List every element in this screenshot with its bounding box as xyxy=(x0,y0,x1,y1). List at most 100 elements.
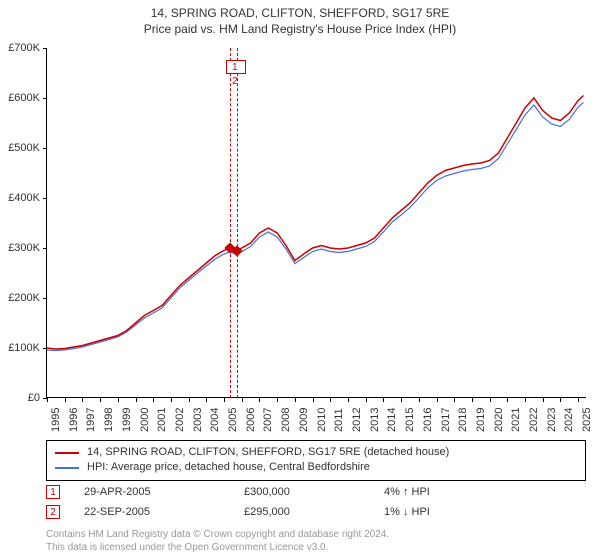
xtick-mark xyxy=(136,398,137,402)
sale-row: 129-APR-2005£300,0004% ↑ HPI xyxy=(46,482,586,502)
ytick-label: £500K xyxy=(0,142,40,154)
ytick-mark xyxy=(43,348,47,349)
xtick-mark xyxy=(348,398,349,402)
xtick-label: 2020 xyxy=(493,408,505,432)
xtick-mark xyxy=(472,398,473,402)
ytick-label: £200K xyxy=(0,292,40,304)
xtick-mark xyxy=(189,398,190,402)
sale-row-price: £295,000 xyxy=(244,506,384,518)
xtick-label: 2006 xyxy=(245,408,257,432)
ytick-mark xyxy=(43,248,47,249)
ytick-mark xyxy=(43,98,47,99)
xtick-label: 2001 xyxy=(156,408,168,432)
sale-marker-vline xyxy=(237,48,238,398)
xtick-label: 2002 xyxy=(174,408,186,432)
xtick-label: 2003 xyxy=(192,408,204,432)
footer-line1: Contains HM Land Registry data © Crown c… xyxy=(46,528,586,541)
footer-line2: This data is licensed under the Open Gov… xyxy=(46,541,586,554)
legend: 14, SPRING ROAD, CLIFTON, SHEFFORD, SG17… xyxy=(46,440,586,481)
xtick-label: 2004 xyxy=(209,408,221,432)
legend-label: 14, SPRING ROAD, CLIFTON, SHEFFORD, SG17… xyxy=(87,445,449,460)
chart-title: 14, SPRING ROAD, CLIFTON, SHEFFORD, SG17… xyxy=(0,0,600,36)
series-line xyxy=(47,96,584,350)
xtick-label: 1999 xyxy=(121,408,133,432)
sale-row-delta: 1% ↓ HPI xyxy=(384,506,586,518)
xtick-label: 2010 xyxy=(316,408,328,432)
line-series-svg xyxy=(47,48,587,398)
ytick-label: £600K xyxy=(0,92,40,104)
xtick-mark xyxy=(100,398,101,402)
xtick-label: 2013 xyxy=(369,408,381,432)
sale-row-date: 22-SEP-2005 xyxy=(84,506,244,518)
xtick-label: 2000 xyxy=(139,408,151,432)
xtick-label: 2009 xyxy=(298,408,310,432)
ytick-mark xyxy=(43,298,47,299)
xtick-mark xyxy=(330,398,331,402)
xtick-label: 2023 xyxy=(546,408,558,432)
xtick-mark xyxy=(118,398,119,402)
ytick-mark xyxy=(43,198,47,199)
xtick-label: 2022 xyxy=(528,408,540,432)
sale-row-delta: 4% ↑ HPI xyxy=(384,486,586,498)
xtick-mark xyxy=(277,398,278,402)
title-line2: Price paid vs. HM Land Registry's House … xyxy=(0,22,600,36)
sale-row-number: 2 xyxy=(46,505,60,519)
sale-marker-vline xyxy=(230,48,231,398)
xtick-mark xyxy=(65,398,66,402)
legend-label: HPI: Average price, detached house, Cent… xyxy=(87,460,370,475)
xtick-mark xyxy=(401,398,402,402)
ytick-label: £0 xyxy=(0,392,40,404)
xtick-label: 2019 xyxy=(475,408,487,432)
xtick-label: 2018 xyxy=(457,408,469,432)
xtick-mark xyxy=(224,398,225,402)
xtick-mark xyxy=(313,398,314,402)
xtick-label: 2005 xyxy=(227,408,239,432)
xtick-mark xyxy=(47,398,48,402)
xtick-label: 1995 xyxy=(50,408,62,432)
xtick-mark xyxy=(171,398,172,402)
xtick-label: 1996 xyxy=(68,408,80,432)
xtick-mark xyxy=(525,398,526,402)
footer-attribution: Contains HM Land Registry data © Crown c… xyxy=(46,528,586,554)
ytick-label: £700K xyxy=(0,42,40,54)
xtick-label: 2021 xyxy=(510,408,522,432)
xtick-label: 2025 xyxy=(581,408,593,432)
xtick-mark xyxy=(507,398,508,402)
xtick-label: 2012 xyxy=(351,408,363,432)
xtick-label: 2016 xyxy=(422,408,434,432)
legend-row: HPI: Average price, detached house, Cent… xyxy=(55,460,577,475)
sale-marker-numbers: 1 2 xyxy=(226,60,246,74)
sale-row-price: £300,000 xyxy=(244,486,384,498)
series-line xyxy=(47,103,584,351)
xtick-label: 1997 xyxy=(85,408,97,432)
xtick-mark xyxy=(82,398,83,402)
xtick-mark xyxy=(153,398,154,402)
xtick-mark xyxy=(259,398,260,402)
legend-swatch xyxy=(55,452,79,454)
legend-row: 14, SPRING ROAD, CLIFTON, SHEFFORD, SG17… xyxy=(55,445,577,460)
title-line1: 14, SPRING ROAD, CLIFTON, SHEFFORD, SG17… xyxy=(0,6,600,20)
xtick-label: 2015 xyxy=(404,408,416,432)
xtick-label: 1998 xyxy=(103,408,115,432)
ytick-label: £100K xyxy=(0,342,40,354)
ytick-mark xyxy=(43,48,47,49)
xtick-label: 2011 xyxy=(333,408,345,432)
ytick-label: £400K xyxy=(0,192,40,204)
ytick-label: £300K xyxy=(0,242,40,254)
ytick-mark xyxy=(43,148,47,149)
legend-swatch xyxy=(55,467,79,469)
xtick-mark xyxy=(295,398,296,402)
xtick-mark xyxy=(490,398,491,402)
xtick-label: 2024 xyxy=(563,408,575,432)
xtick-mark xyxy=(366,398,367,402)
xtick-label: 2007 xyxy=(262,408,274,432)
xtick-label: 2017 xyxy=(440,408,452,432)
sale-row-date: 29-APR-2005 xyxy=(84,486,244,498)
chart-area: 1 2 £0£100K£200K£300K£400K£500K£600K£700… xyxy=(46,48,586,398)
xtick-mark xyxy=(419,398,420,402)
sale-row: 2 22-SEP-2005£295,0001% ↓ HPI xyxy=(46,502,586,522)
xtick-mark xyxy=(578,398,579,402)
plot-area: 1 2 xyxy=(46,48,586,398)
xtick-mark xyxy=(437,398,438,402)
xtick-mark xyxy=(206,398,207,402)
